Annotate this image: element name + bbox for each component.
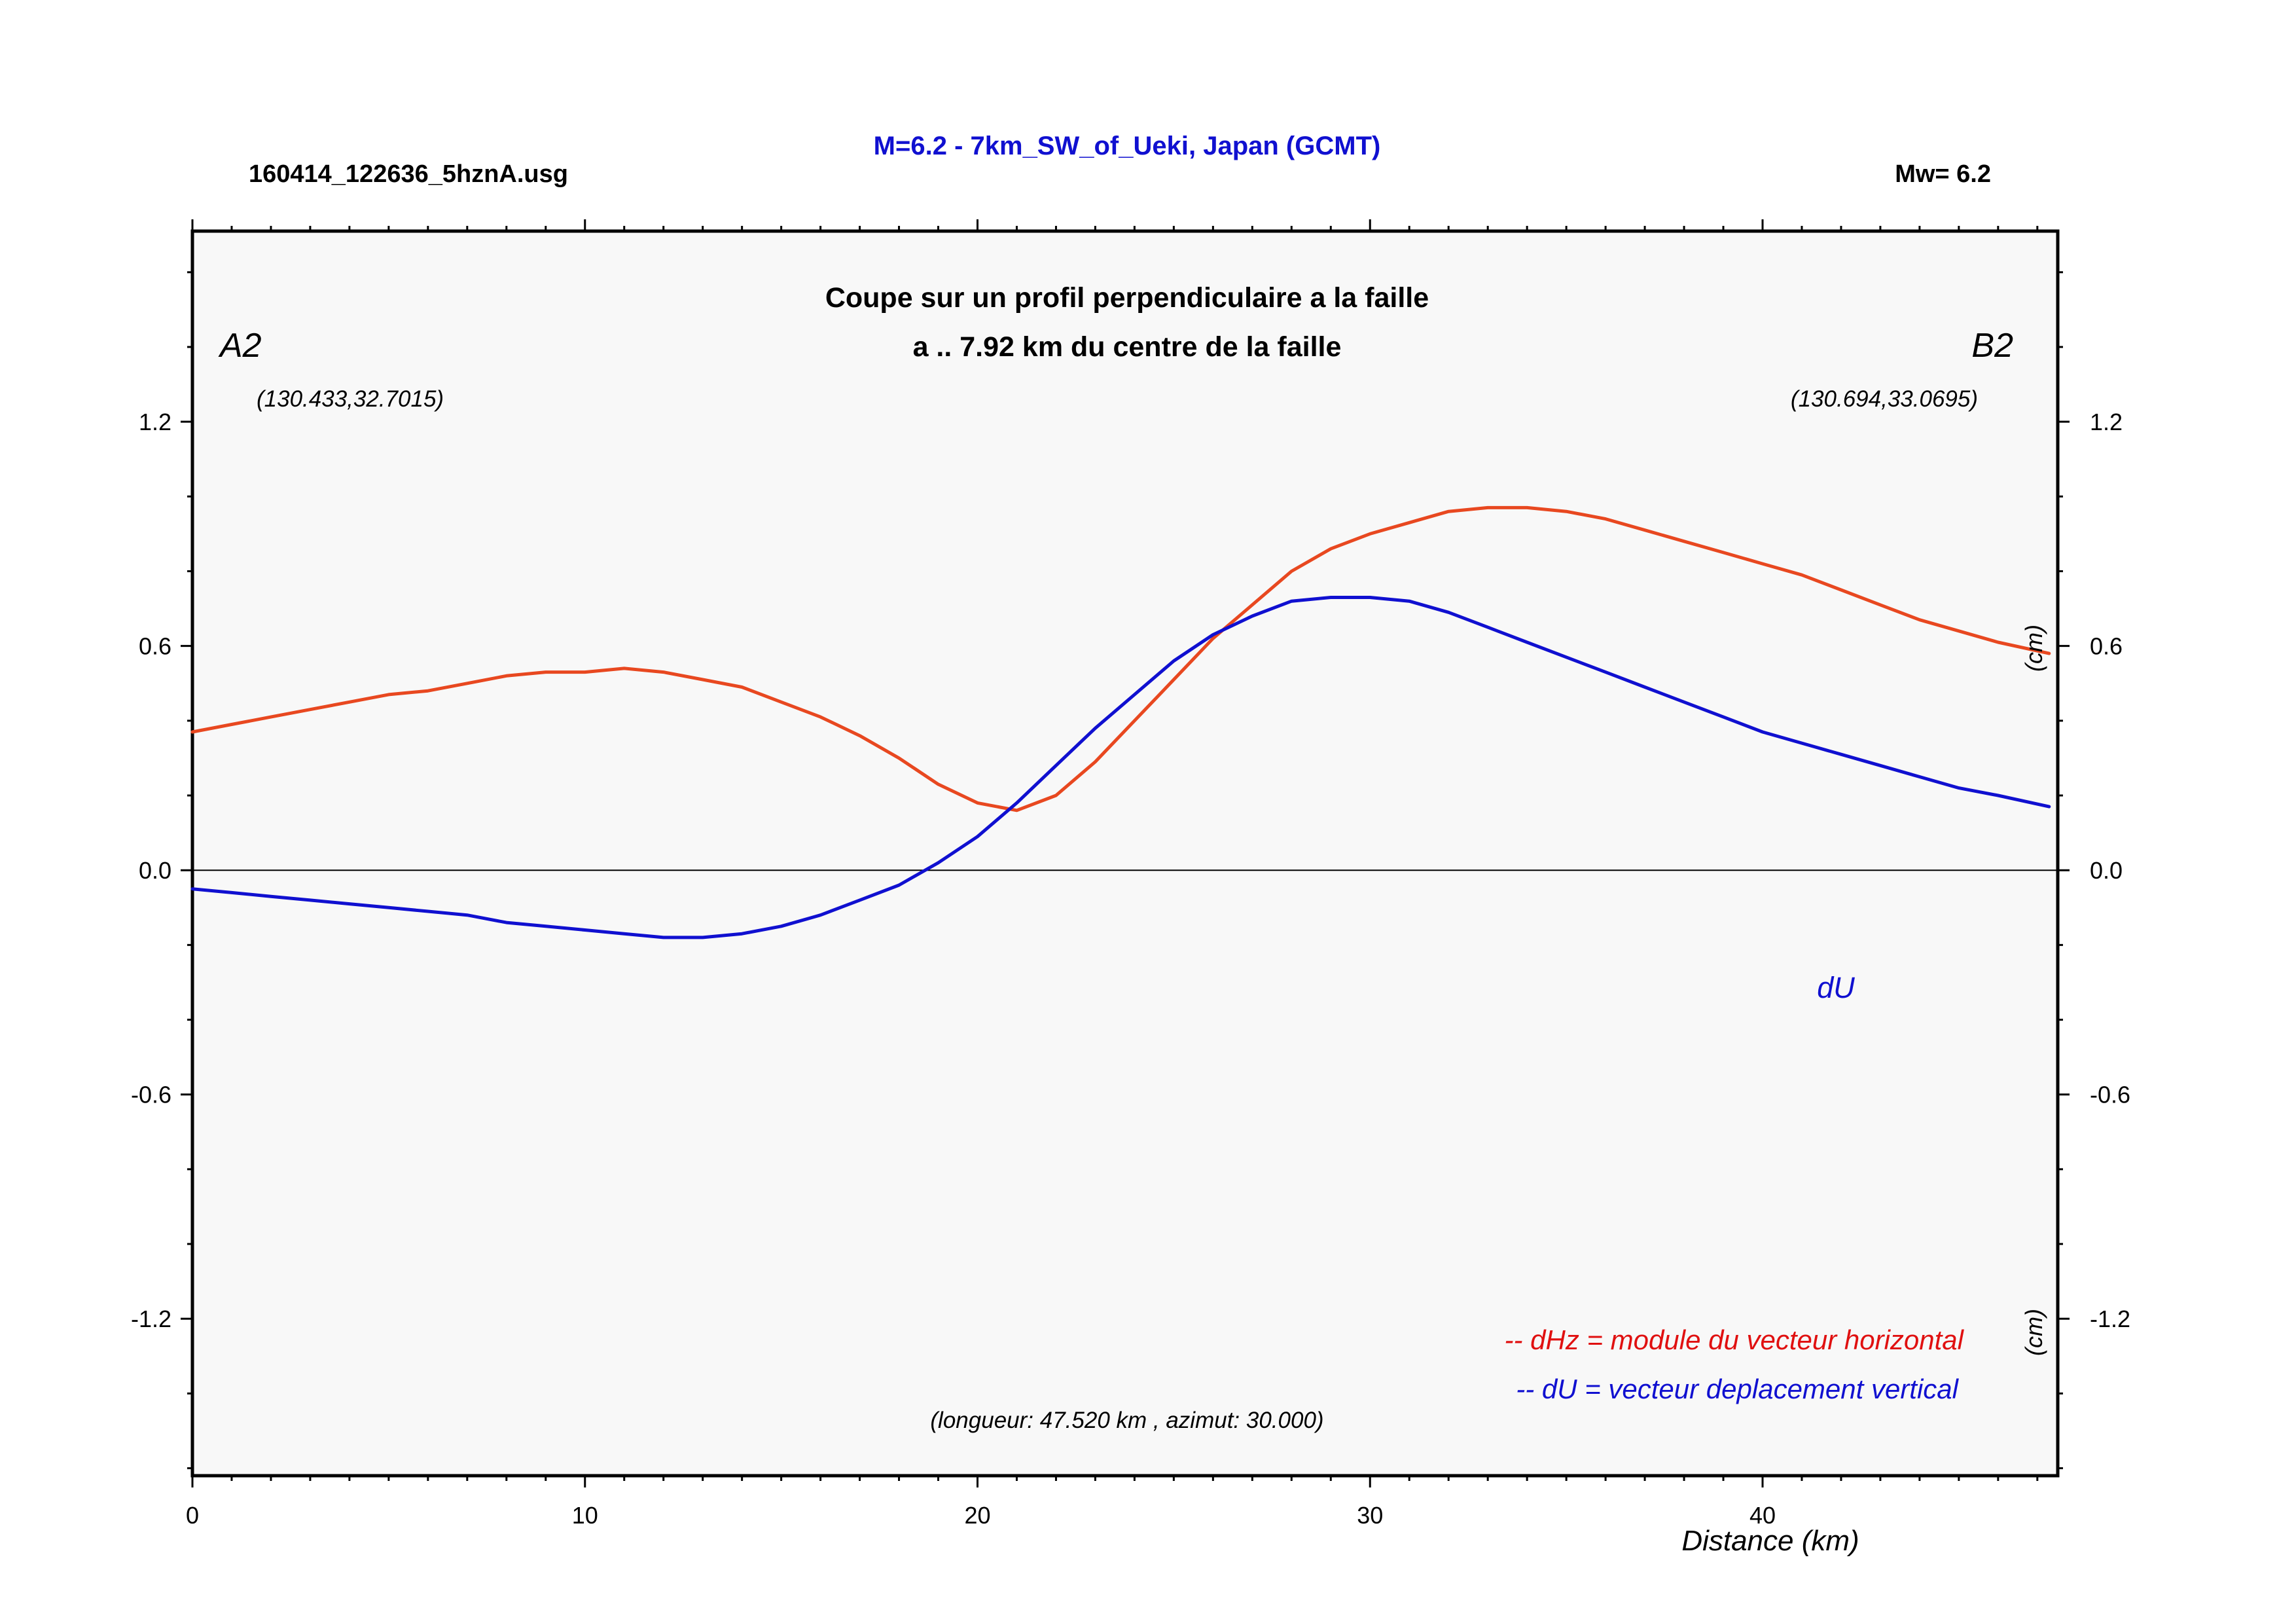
y-tick-label-left: -0.6 [131, 1082, 171, 1108]
series-line-dhz [190, 505, 2051, 812]
series-layer [190, 505, 2051, 939]
y-tick-label-left: 0.6 [139, 633, 171, 660]
y-tick-label-right: 0.0 [2090, 857, 2123, 884]
y-tick-label-left: 1.2 [139, 409, 171, 435]
du-label: dU [1817, 971, 1855, 1004]
subtitle-line1: Coupe sur un profil perpendiculaire a la… [825, 282, 1429, 314]
y-tick-label-right: -1.2 [2090, 1305, 2130, 1332]
file-label: 160414_122636_5hznA.usg [249, 160, 568, 188]
magnitude-label: Mw= 6.2 [1895, 160, 1991, 188]
point-a-label: A2 [218, 327, 262, 365]
length-note: (longueur: 47.520 km , azimut: 30.000) [930, 1408, 1323, 1433]
axis-ticks [181, 219, 2070, 1487]
right-unit-lower: (cm) [2020, 1309, 2047, 1356]
x-tick-label: 30 [1357, 1502, 1383, 1529]
point-a-coords: (130.433,32.7015) [257, 386, 444, 412]
x-tick-label: 40 [1749, 1502, 1776, 1529]
legend-dhz: -- dHz = module du vecteur horizontal [1504, 1324, 1964, 1355]
chart-title: M=6.2 - 7km_SW_of_Ueki, Japan (GCMT) [874, 132, 1381, 160]
series-line-du [190, 596, 2051, 939]
x-tick-label: 20 [964, 1502, 990, 1529]
y-tick-label-left: -1.2 [131, 1305, 171, 1332]
x-tick-label: 0 [186, 1502, 199, 1529]
x-axis-label: Distance (km) [1681, 1525, 1859, 1557]
y-tick-label-right: 1.2 [2090, 409, 2123, 435]
subtitle-line2: a .. 7.92 km du centre de la faille [913, 331, 1342, 363]
y-tick-label-right: 0.6 [2090, 633, 2123, 660]
right-unit-upper: (cm) [2020, 625, 2047, 672]
legend-du: -- dU = vecteur deplacement vertical [1516, 1374, 1959, 1404]
x-tick-label: 10 [572, 1502, 598, 1529]
plot-area [190, 229, 2060, 1478]
y-tick-label-right: -0.6 [2090, 1082, 2130, 1108]
axis-tick-labels: 0 10 20 30 40 1.2 1.2 0.6 0.6 0.0 0.0 -0.6 -0.6 -1.2 -… [131, 409, 2130, 1529]
y-tick-label-left: 0.0 [139, 857, 171, 884]
point-b-coords: (130.694,33.0695) [1791, 386, 1978, 412]
point-b-label: B2 [1971, 327, 2013, 365]
